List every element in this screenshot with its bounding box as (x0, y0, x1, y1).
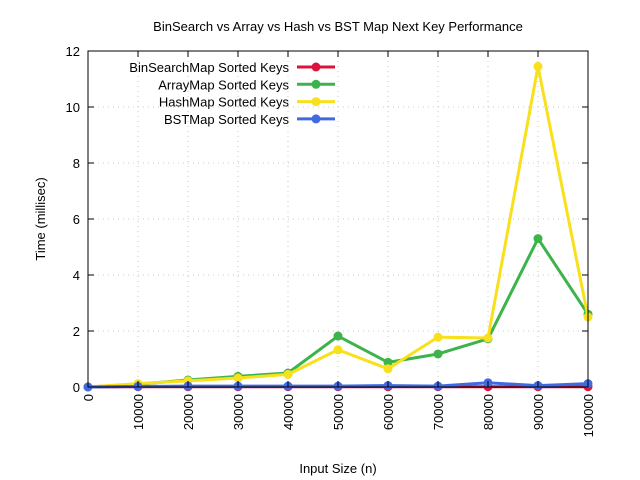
axes: 0 2 4 6 8 10 12 0 10000 20000 30000 40000 50000 60000… (66, 44, 596, 437)
y-tick-label: 8 (73, 156, 80, 171)
y-axis-label: Time (millisec) (33, 177, 48, 260)
data-point (533, 234, 543, 244)
x-tick-label: 0 (81, 394, 96, 401)
data-point (283, 369, 293, 379)
legend-label: BSTMap Sorted Keys (164, 112, 289, 127)
y-tick-label: 2 (73, 324, 80, 339)
legend-marker (311, 97, 321, 107)
x-tick-label: 70000 (431, 394, 446, 430)
legend-label: ArrayMap Sorted Keys (158, 77, 289, 92)
data-point (233, 373, 243, 383)
legend-label: HashMap Sorted Keys (159, 95, 290, 110)
data-point (333, 331, 343, 341)
x-tick-label: 100000 (581, 394, 596, 437)
legend-marker (311, 62, 321, 72)
legend-marker (311, 79, 321, 89)
y-tick-label: 12 (66, 44, 80, 59)
y-tick-label: 0 (73, 380, 80, 395)
data-point (333, 345, 343, 355)
x-tick-label: 30000 (231, 394, 246, 430)
legend: BinSearchMap Sorted Keys ArrayMap Sorted … (129, 60, 335, 127)
x-tick-label: 40000 (281, 394, 296, 430)
y-tick-label: 10 (66, 100, 80, 115)
legend-marker (311, 114, 321, 124)
series-line (87, 237, 590, 389)
chart-title: BinSearch vs Array vs Hash vs BST Map Ne… (153, 19, 523, 34)
series-1 (83, 234, 593, 392)
x-tick-label: 20000 (181, 394, 196, 430)
data-point (433, 332, 443, 342)
data-point (433, 349, 443, 359)
x-tick-label: 90000 (531, 394, 546, 430)
x-tick-label: 10000 (131, 394, 146, 430)
grid (88, 51, 588, 387)
data-point (383, 357, 393, 367)
data-point (483, 333, 493, 343)
x-axis-label: Input Size (n) (299, 461, 376, 476)
x-tick-label: 50000 (331, 394, 346, 430)
y-tick-label: 6 (73, 212, 80, 227)
data-point (383, 364, 393, 374)
y-tick-label: 4 (73, 268, 80, 283)
legend-label: BinSearchMap Sorted Keys (129, 60, 289, 75)
data-point (533, 61, 543, 71)
x-tick-label: 60000 (381, 394, 396, 430)
x-tick-label: 80000 (481, 394, 496, 430)
